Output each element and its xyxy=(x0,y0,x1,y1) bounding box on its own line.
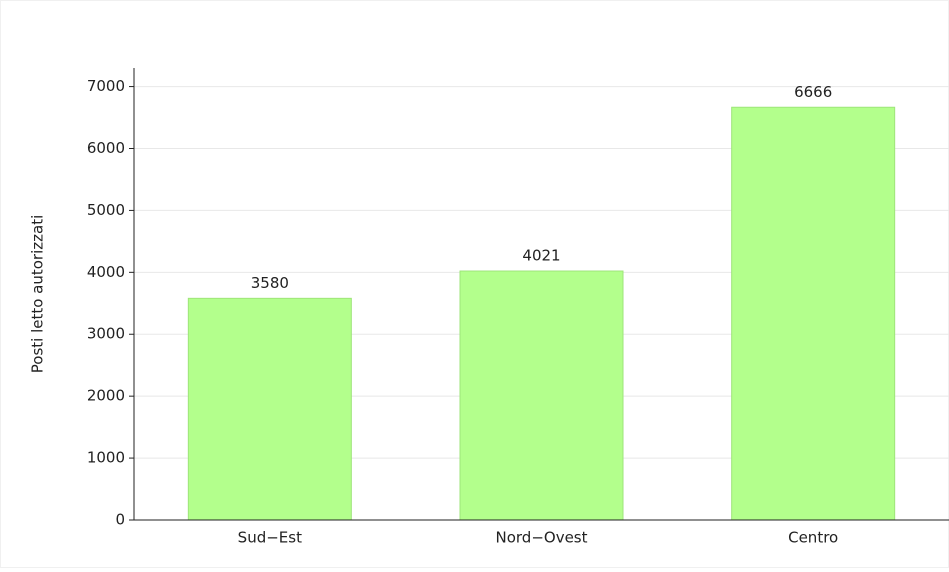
x-tick-label: Nord−Ovest xyxy=(496,529,588,547)
y-axis-label: Posti letto autorizzati xyxy=(29,215,47,374)
bar xyxy=(187,297,352,521)
y-tick-label: 1000 xyxy=(87,449,125,467)
y-tick-label: 6000 xyxy=(87,139,125,157)
bar xyxy=(731,106,896,521)
x-tick-label: Sud−Est xyxy=(238,529,302,547)
value-label: 6666 xyxy=(794,83,832,101)
y-tick-label: 4000 xyxy=(87,263,125,281)
bar xyxy=(459,270,624,521)
y-tick-label: 3000 xyxy=(87,325,125,343)
x-tick-label: Centro xyxy=(788,529,838,547)
value-label: 3580 xyxy=(251,274,289,292)
y-tick-label: 5000 xyxy=(87,201,125,219)
value-label: 4021 xyxy=(522,247,560,265)
y-tick-label: 7000 xyxy=(87,77,125,95)
y-tick-label: 2000 xyxy=(87,387,125,405)
y-tick-label: 0 xyxy=(115,511,125,529)
